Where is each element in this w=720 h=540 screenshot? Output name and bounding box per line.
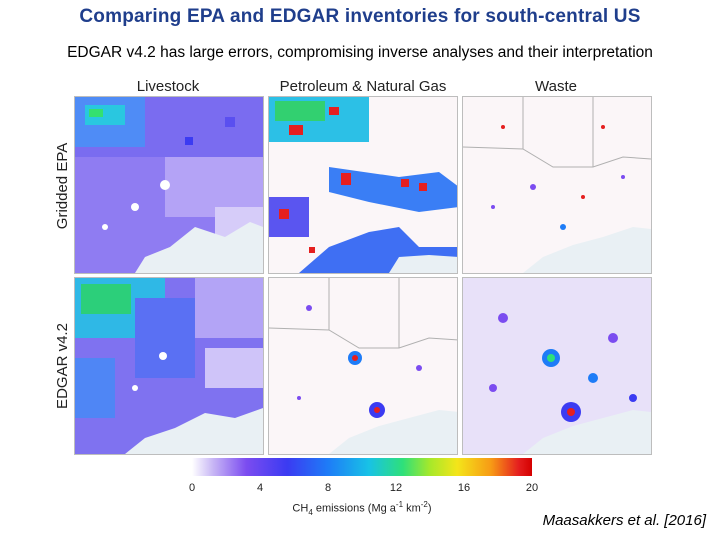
map-edgar-waste (463, 278, 651, 454)
map-panel-edgar-livestock (74, 277, 264, 455)
map-panel-epa-petroleum (268, 96, 458, 274)
column-label-livestock: Livestock (136, 78, 200, 95)
map-panel-epa-livestock (74, 96, 264, 274)
colorbar (192, 458, 532, 476)
colorbar-tick-16: 16 (457, 482, 471, 494)
map-panel-edgar-waste (462, 277, 652, 455)
citation: Maasakkers et al. [2016] (542, 512, 706, 529)
colorbar-units-label: CH4 emissions (Mg a-1 km-2) (292, 500, 432, 517)
map-panel-epa-waste (462, 96, 652, 274)
map-epa-waste (463, 97, 651, 273)
map-edgar-livestock (75, 278, 263, 454)
colorbar-tick-20: 20 (525, 482, 539, 494)
slide-title: Comparing EPA and EDGAR inventories for … (79, 6, 641, 27)
row-label-edgar: EDGAR v4.2 (54, 323, 71, 409)
column-label-petroleum-natural-gas: Petroleum & Natural Gas (279, 78, 447, 95)
colorbar-tick-12: 12 (389, 482, 403, 494)
map-epa-livestock (75, 97, 263, 273)
colorbar-tick-4: 4 (256, 482, 264, 494)
map-edgar-petroleum (269, 278, 457, 454)
slide-subtitle: EDGAR v4.2 has large errors, compromisin… (67, 44, 653, 61)
map-panel-edgar-petroleum (268, 277, 458, 455)
row-label-gridded-epa: Gridded EPA (54, 142, 71, 230)
colorbar-tick-8: 8 (324, 482, 332, 494)
colorbar-tick-0: 0 (188, 482, 196, 494)
map-epa-petroleum (269, 97, 457, 273)
column-label-waste: Waste (535, 78, 577, 95)
